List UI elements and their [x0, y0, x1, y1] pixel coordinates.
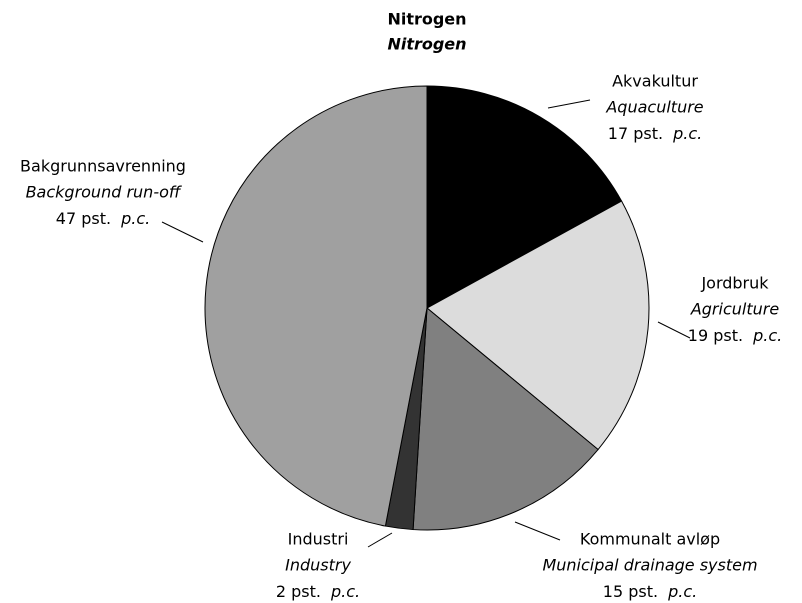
value-text: 15 pst.	[603, 582, 658, 601]
value-text: 47 pst.	[56, 209, 111, 228]
value-text: 2 pst.	[276, 582, 321, 601]
slice-label: Kommunalt avløp	[580, 530, 720, 549]
leader-line	[161, 221, 204, 243]
value-label: 2 pst. p.c.	[276, 582, 360, 601]
slice-label: Industri	[288, 530, 349, 549]
slice-label-english: Municipal drainage system	[542, 556, 757, 575]
value-label: 19 pst. p.c.	[688, 326, 782, 345]
slice-label-english: Agriculture	[690, 300, 780, 319]
value-text: 19 pst.	[688, 326, 743, 345]
value-label: 15 pst. p.c.	[603, 582, 697, 601]
value-label: 47 pst. p.c.	[56, 209, 150, 228]
leader-line	[367, 532, 393, 548]
unit-text: p.c.	[120, 209, 150, 228]
unit-text: p.c.	[672, 124, 702, 143]
unit-text: p.c.	[330, 582, 360, 601]
unit-text: p.c.	[667, 582, 697, 601]
slice-label: Bakgrunnsavrenning	[20, 157, 186, 176]
slice-label-english: Industry	[285, 556, 351, 575]
chart-subtitle: Nitrogen	[387, 35, 466, 54]
leader-line	[547, 99, 591, 109]
value-text: 17 pst.	[608, 124, 663, 143]
pie-slice	[204, 85, 428, 527]
pie-slice	[412, 306, 599, 531]
unit-text: p.c.	[752, 326, 782, 345]
chart-title: Nitrogen	[387, 10, 466, 29]
leader-line	[657, 321, 691, 339]
leader-line	[514, 521, 561, 541]
value-label: 17 pst. p.c.	[608, 124, 702, 143]
slice-label-english: Background run-off	[26, 183, 183, 202]
pie-slice	[426, 200, 650, 451]
slice-label: Jordbruk	[700, 274, 769, 293]
slice-label: Akvakultur	[612, 72, 698, 91]
slice-label-english: Aquaculture	[605, 98, 703, 117]
pie-slice	[426, 85, 623, 309]
